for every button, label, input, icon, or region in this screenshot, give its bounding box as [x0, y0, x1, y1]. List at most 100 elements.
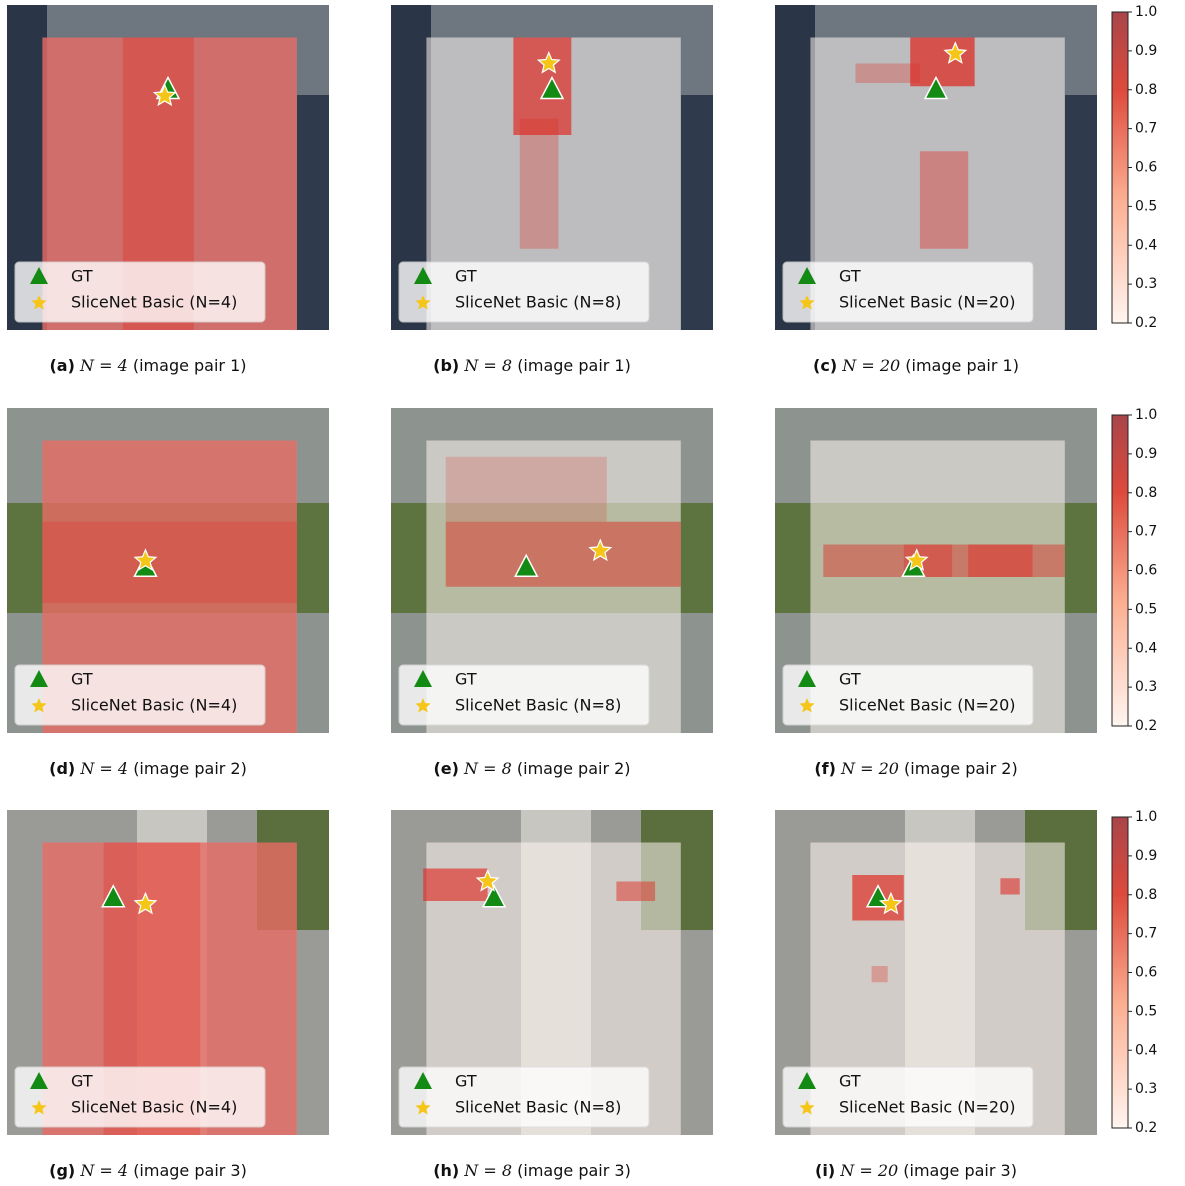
- panel: GT SliceNet Basic (N=20): [775, 408, 1097, 733]
- colorbar-tick-label: 0.8: [1135, 887, 1157, 903]
- heat-region: [446, 522, 681, 587]
- heat-region: [616, 882, 655, 902]
- colorbar-tick-label: 0.2: [1135, 718, 1157, 734]
- caption-label: (e): [433, 759, 458, 778]
- caption-math: N = 4: [79, 1161, 128, 1180]
- panel: GT SliceNet Basic (N=8): [391, 810, 713, 1135]
- colorbar-tick-label: 0.3: [1135, 1081, 1157, 1097]
- figure: GT SliceNet Basic (N=4) (a) N = 4 (image p…: [0, 0, 1185, 1186]
- caption-text: (image pair 3): [903, 1161, 1017, 1180]
- colorbar-tick-label: 0.4: [1135, 1042, 1157, 1058]
- legend-label: SliceNet Basic (N=8): [455, 696, 621, 715]
- colorbar-tick-label: 0.5: [1135, 1003, 1157, 1019]
- panel: GT SliceNet Basic (N=4): [7, 5, 329, 330]
- heat-region: [42, 522, 296, 603]
- colorbar-tick-label: 0.7: [1135, 121, 1157, 137]
- colorbar-tick-label: 0.4: [1135, 237, 1157, 253]
- caption-math: N = 4: [79, 759, 128, 778]
- caption-text: (image pair 2): [133, 759, 247, 778]
- caption-label: (b): [433, 356, 459, 375]
- colorbar-tick-label: 0.8: [1135, 485, 1157, 501]
- caption: (i) N = 20 (image pair 3): [815, 1161, 1017, 1180]
- legend-label: GT: [455, 267, 477, 286]
- caption-math: N = 20: [839, 1161, 898, 1180]
- legend-label: GT: [455, 1072, 477, 1091]
- panel: GT SliceNet Basic (N=20): [775, 5, 1097, 330]
- colorbar-tick-label: 0.5: [1135, 198, 1157, 214]
- caption: (f) N = 20 (image pair 2): [814, 759, 1017, 778]
- caption-label: (a): [49, 356, 74, 375]
- colorbar-tick-label: 1.0: [1135, 4, 1157, 20]
- colorbar-tick-label: 0.9: [1135, 848, 1157, 864]
- legend-label: SliceNet Basic (N=20): [839, 696, 1016, 715]
- colorbar-tick-label: 0.3: [1135, 276, 1157, 292]
- heat-region: [920, 151, 968, 249]
- road: [681, 95, 713, 330]
- heat-region: [1000, 878, 1019, 894]
- caption-text: (image pair 1): [133, 356, 247, 375]
- colorbar-tick-label: 1.0: [1135, 407, 1157, 423]
- caption-label: (i): [815, 1161, 835, 1180]
- legend-label: SliceNet Basic (N=20): [839, 1098, 1016, 1117]
- heat-region: [856, 64, 920, 84]
- colorbar-tick-label: 0.6: [1135, 965, 1157, 981]
- legend-label: GT: [839, 267, 861, 286]
- colorbar-tick-label: 0.2: [1135, 315, 1157, 331]
- colorbar-tick-label: 0.6: [1135, 563, 1157, 579]
- colorbar-tick-label: 1.0: [1135, 809, 1157, 825]
- colorbar: [1112, 415, 1128, 726]
- caption: (d) N = 4 (image pair 2): [49, 759, 247, 778]
- caption-math: N = 4: [79, 356, 128, 375]
- caption-text: (image pair 3): [133, 1161, 247, 1180]
- colorbar-tick-label: 0.9: [1135, 446, 1157, 462]
- caption-label: (c): [813, 356, 837, 375]
- caption-math: N = 8: [463, 356, 512, 375]
- colorbar: [1112, 817, 1128, 1128]
- caption-text: (image pair 3): [517, 1161, 631, 1180]
- colorbar-tick-label: 0.7: [1135, 926, 1157, 942]
- panel: GT SliceNet Basic (N=4): [7, 810, 329, 1135]
- legend-label: SliceNet Basic (N=4): [71, 293, 237, 312]
- caption-math: N = 20: [841, 356, 900, 375]
- colorbar-tick-label: 0.2: [1135, 1120, 1157, 1136]
- caption: (h) N = 8 (image pair 3): [433, 1161, 631, 1180]
- legend-label: GT: [71, 1072, 93, 1091]
- caption: (c) N = 20 (image pair 1): [813, 356, 1019, 375]
- heat-region: [910, 38, 974, 87]
- caption-math: N = 8: [463, 1161, 512, 1180]
- heat-region: [520, 119, 559, 249]
- legend-label: SliceNet Basic (N=20): [839, 293, 1016, 312]
- caption-math: N = 8: [463, 759, 512, 778]
- caption-math: N = 20: [840, 759, 899, 778]
- colorbar-tick-label: 0.5: [1135, 601, 1157, 617]
- caption-label: (g): [49, 1161, 75, 1180]
- heat-region: [968, 545, 1032, 578]
- legend-label: SliceNet Basic (N=4): [71, 1098, 237, 1117]
- panel: GT SliceNet Basic (N=8): [391, 408, 713, 733]
- caption-text: (image pair 1): [905, 356, 1019, 375]
- legend-label: GT: [839, 670, 861, 689]
- caption-label: (d): [49, 759, 75, 778]
- heat-region: [446, 457, 607, 522]
- panel: GTSliceNet Basic (N=4): [7, 408, 329, 733]
- colorbar-tick-label: 0.7: [1135, 524, 1157, 540]
- road: [1065, 95, 1097, 330]
- legend-label: GT: [71, 267, 93, 286]
- caption: (b) N = 8 (image pair 1): [433, 356, 631, 375]
- caption-label: (f): [814, 759, 836, 778]
- heat-region: [872, 966, 888, 982]
- caption-text: (image pair 2): [517, 759, 631, 778]
- caption-label: (h): [433, 1161, 459, 1180]
- colorbar-tick-label: 0.9: [1135, 43, 1157, 59]
- colorbar-tick-label: 0.3: [1135, 679, 1157, 695]
- caption-text: (image pair 2): [904, 759, 1018, 778]
- caption: (g) N = 4 (image pair 3): [49, 1161, 247, 1180]
- panel: GT SliceNet Basic (N=20): [775, 810, 1097, 1135]
- caption: (a) N = 4 (image pair 1): [49, 356, 246, 375]
- legend-label: GT: [455, 670, 477, 689]
- legend-label: SliceNet Basic (N=8): [455, 1098, 621, 1117]
- legend-label: GT: [839, 1072, 861, 1091]
- legend-label: SliceNet Basic (N=4): [71, 696, 237, 715]
- colorbar-tick-label: 0.6: [1135, 160, 1157, 176]
